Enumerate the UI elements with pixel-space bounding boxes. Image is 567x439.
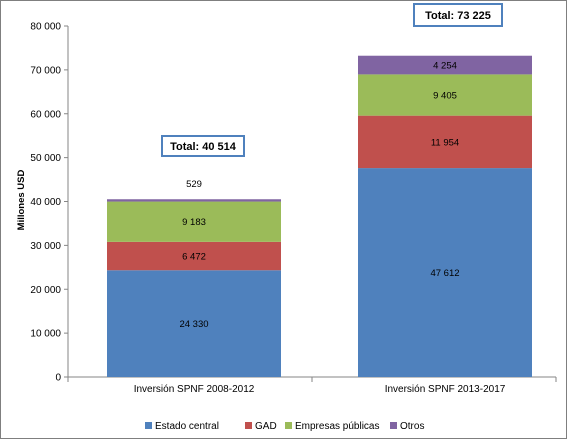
data-label: 11 954 <box>431 137 459 148</box>
data-label: 529 <box>186 179 202 190</box>
data-label: 9 183 <box>182 217 206 228</box>
bar-segment <box>107 270 281 377</box>
y-tick-label: 50 000 <box>30 153 61 164</box>
legend: Estado central GAD Empresas públicas Otros <box>145 421 424 432</box>
y-tick-label: 20 000 <box>30 285 61 296</box>
y-tick-label: 10 000 <box>30 329 61 340</box>
legend-swatch <box>390 422 397 429</box>
bar-segment <box>107 241 281 271</box>
y-axis-title: Millones USD <box>16 170 27 231</box>
y-tick-label: 80 000 <box>30 22 61 33</box>
axes: 0 10 000 20 000 30 000 40 000 50 000 60 000 70 … <box>30 22 557 395</box>
data-labels: 24 330 6 472 9 183 529 47 612 11 954 9 405 4 25… <box>179 61 459 331</box>
data-label: 47 612 <box>430 268 459 279</box>
y-tick-label: 40 000 <box>30 197 61 208</box>
bars <box>107 55 532 377</box>
y-tick-label: 0 <box>55 373 61 384</box>
data-label: 4 254 <box>433 61 457 72</box>
legend-label: GAD <box>255 421 277 432</box>
bar-segment <box>358 55 532 75</box>
legend-label: Otros <box>400 421 424 432</box>
bar-segment <box>107 201 281 242</box>
bar-segment <box>358 115 532 169</box>
y-tick-label: 60 000 <box>30 109 61 120</box>
legend-swatch <box>145 422 152 429</box>
data-label: 6 472 <box>182 252 206 263</box>
data-label: 9 405 <box>433 91 457 102</box>
x-category-label: Inversión SPNF 2013-2017 <box>385 384 506 395</box>
total-box <box>161 135 245 157</box>
data-label: 24 330 <box>179 319 208 330</box>
bar-segment <box>358 168 532 377</box>
total-box <box>413 3 503 27</box>
legend-swatch <box>285 422 292 429</box>
y-tick-label: 30 000 <box>30 241 61 252</box>
bar-segment <box>107 199 281 202</box>
x-category-label: Inversión SPNF 2008-2012 <box>134 384 255 395</box>
y-tick-label: 70 000 <box>30 65 61 76</box>
legend-label: Estado central <box>155 421 219 432</box>
total-annotations: Total: 40 514 Total: 73 225 <box>161 3 503 157</box>
total-label: Total: 40 514 <box>170 141 237 153</box>
legend-swatch <box>245 422 252 429</box>
legend-label: Empresas públicas <box>295 421 379 432</box>
total-label: Total: 73 225 <box>425 10 491 22</box>
bar-segment <box>358 74 532 116</box>
